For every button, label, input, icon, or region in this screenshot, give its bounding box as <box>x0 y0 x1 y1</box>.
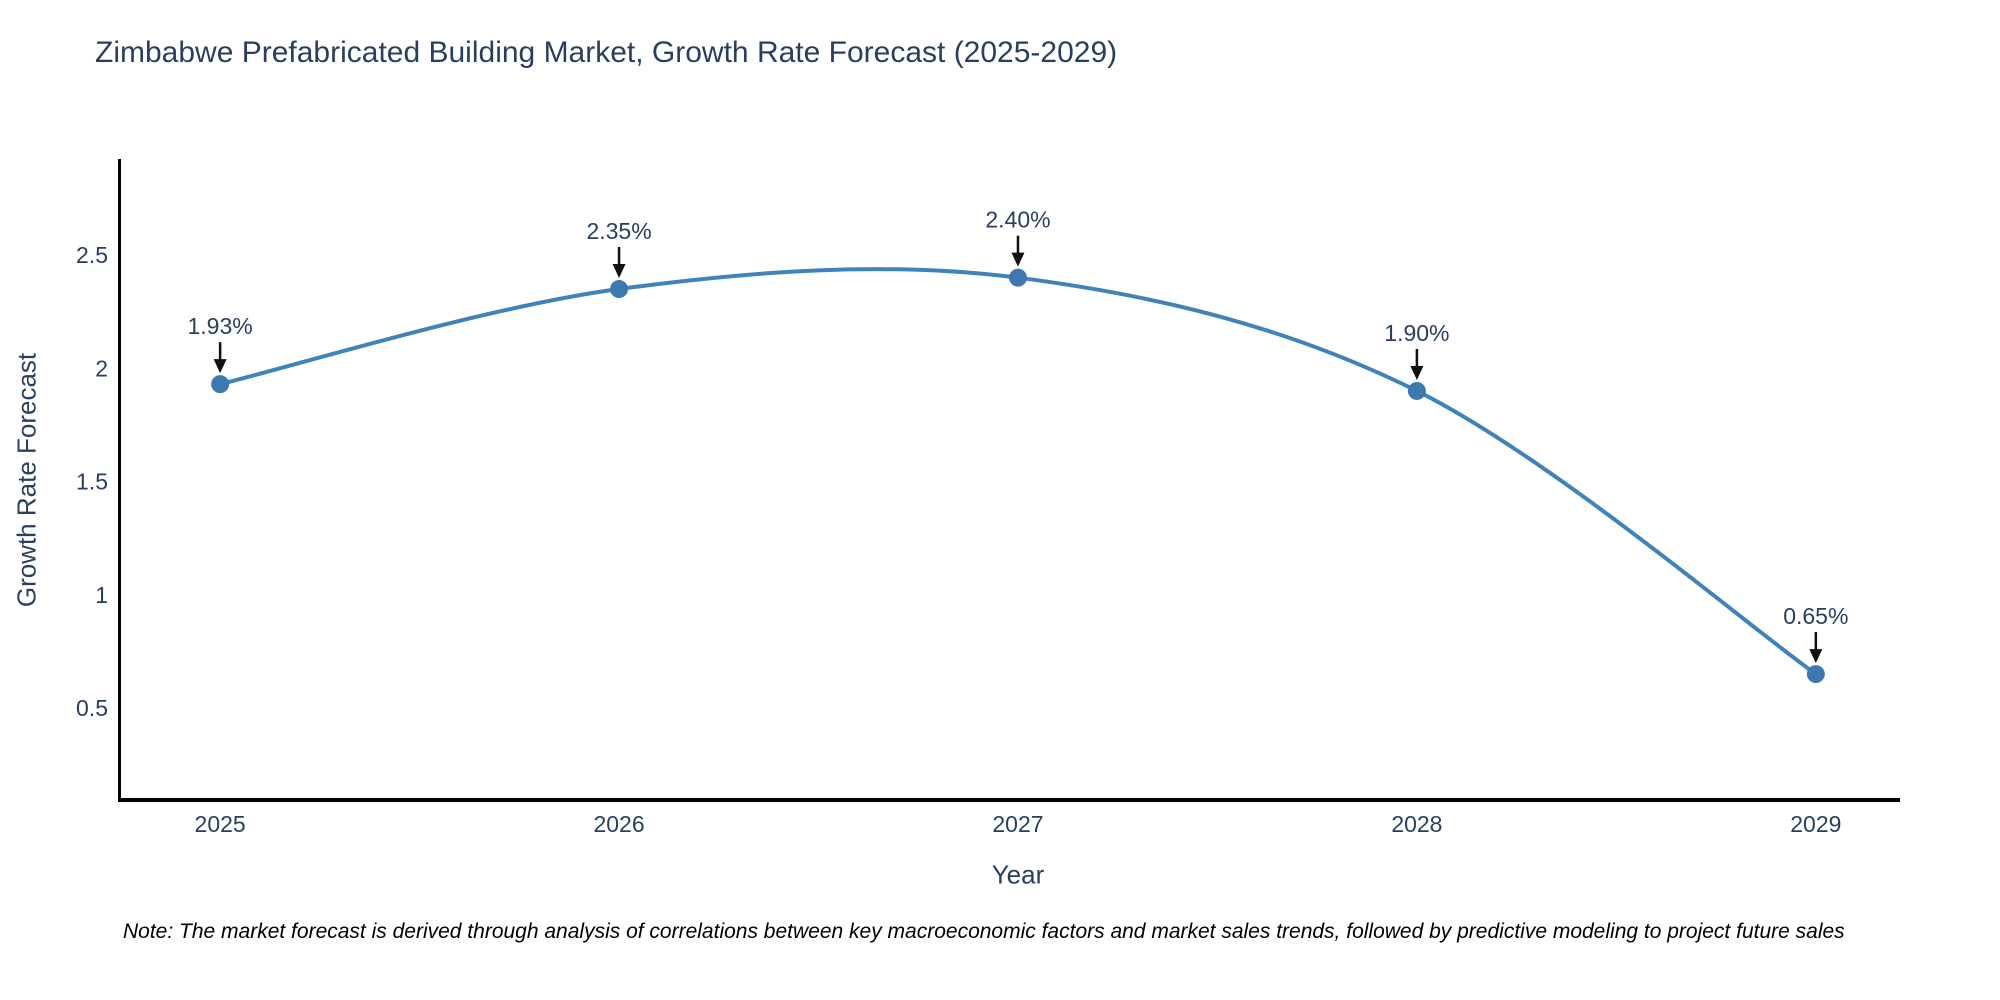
y-tick-label: 0.5 <box>76 695 108 721</box>
data-point-label: 0.65% <box>1783 603 1848 629</box>
data-point-label: 2.40% <box>985 207 1050 233</box>
footnote: Note: The market forecast is derived thr… <box>123 920 1845 943</box>
forecast-line <box>218 267 1818 677</box>
x-tick-label: 2028 <box>1391 811 1442 837</box>
y-tick-label: 1.5 <box>76 469 108 495</box>
annotation-arrowhead <box>1410 365 1424 380</box>
data-point-label: 1.93% <box>188 313 253 339</box>
annotation-arrowhead <box>213 359 227 374</box>
y-tick-label: 2.5 <box>76 242 108 268</box>
data-point-label: 2.35% <box>586 218 651 244</box>
x-tick-label: 2026 <box>593 811 644 837</box>
data-point-marker <box>211 375 230 394</box>
data-point-marker <box>1806 665 1825 684</box>
data-point-marker <box>1407 381 1426 400</box>
annotation-arrowhead <box>1809 649 1823 664</box>
chart-title: Zimbabwe Prefabricated Building Market, … <box>95 36 1118 69</box>
data-point-label: 1.90% <box>1384 320 1449 346</box>
data-point-marker <box>610 280 629 299</box>
y-tick-label: 2 <box>95 355 108 381</box>
x-tick-label: 2029 <box>1790 811 1841 837</box>
x-axis-title: Year <box>991 859 1045 890</box>
x-tick-label: 2027 <box>992 811 1043 837</box>
annotation-arrowhead <box>612 264 626 279</box>
data-point-marker <box>1008 268 1027 287</box>
annotation-arrowhead <box>1011 252 1025 267</box>
y-tick-label: 1 <box>95 582 108 608</box>
x-tick-label: 2025 <box>195 811 246 837</box>
